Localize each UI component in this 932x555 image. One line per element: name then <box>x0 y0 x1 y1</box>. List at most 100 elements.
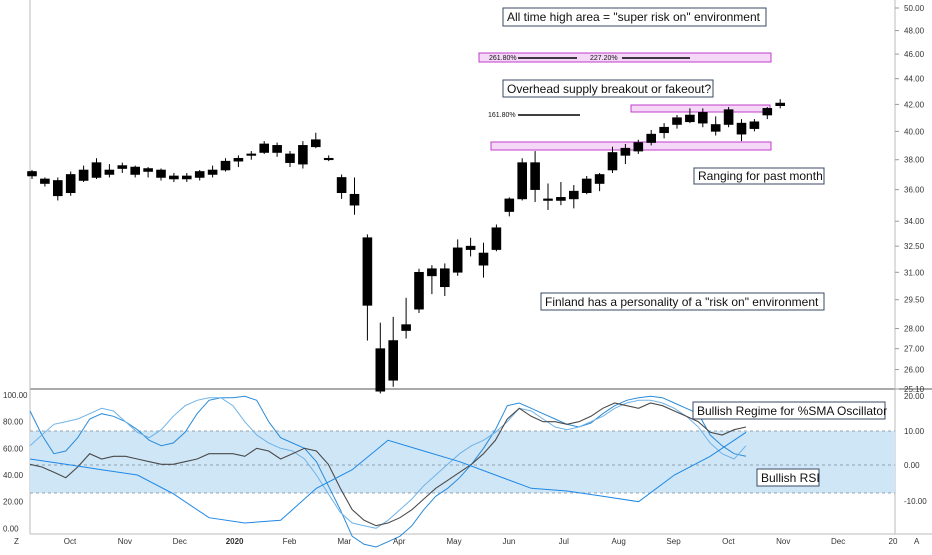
candle-body <box>530 162 540 190</box>
time-axis: Oct Nov Dec 2020 Feb Mar Apr May Jun Jul Aug Sep Oct… <box>64 537 898 546</box>
oscillator-series-2 <box>29 402 747 527</box>
osc-left-tick-label: 80.00 <box>3 418 24 427</box>
resistance-zone <box>630 104 771 113</box>
candle-body <box>182 175 192 180</box>
annotation-ranging-box <box>693 167 825 185</box>
price-tick-label: 32.50 <box>904 242 925 251</box>
candle-body <box>414 271 424 310</box>
annotation-regime: Bullish Regime for %SMA Oscillator <box>697 404 887 418</box>
annotation-ath-box <box>502 7 767 27</box>
price-pane <box>30 0 895 389</box>
annotation-finland-box <box>540 292 825 311</box>
osc-left-tick-label: 100.00 <box>3 391 28 400</box>
price-tick-label: 38.00 <box>904 156 925 165</box>
price-tick-label: 28.00 <box>904 325 925 334</box>
x-tick-label: Jun <box>502 537 515 546</box>
price-tick-label: 26.00 <box>904 366 925 375</box>
candle-body <box>194 171 205 178</box>
candle-body <box>517 162 528 200</box>
candle-body <box>91 162 102 178</box>
candle-body <box>439 268 450 288</box>
annotation-ath: All time high area = "super risk on" env… <box>507 10 761 24</box>
annotation-rsi: Bullish RSI <box>761 471 820 485</box>
candle-body <box>723 109 734 125</box>
candle-body <box>349 193 360 206</box>
candle-body <box>607 152 618 171</box>
candle-body <box>736 122 747 135</box>
candle-body <box>401 324 411 331</box>
price-tick-label: 40.00 <box>904 127 925 136</box>
candle-body <box>710 124 721 132</box>
fib-label-261: 261.80% <box>489 55 517 62</box>
x-tick-label: Mar <box>337 537 351 546</box>
oscillator-left-axis: 0.00 20.00 40.00 60.00 80.00 100.00 <box>3 391 28 533</box>
price-tick-label: 36.00 <box>904 186 925 195</box>
x-tick-label: Nov <box>776 537 790 546</box>
candle-body <box>272 145 282 153</box>
osc-right-tick-label: -10.00 <box>904 497 927 506</box>
candle-body <box>775 102 786 107</box>
candle-body <box>362 237 373 306</box>
price-tick-label: 48.00 <box>904 27 925 36</box>
oscillator-right-axis: -10.00 0.00 10.00 20.00 <box>904 392 927 506</box>
osc-left-tick-label: 60.00 <box>3 444 24 453</box>
candle-body <box>220 160 231 171</box>
oscillator-series-3 <box>29 431 747 524</box>
price-tick-label: 31.00 <box>904 268 925 277</box>
price-y-axis: 25.10 26.00 27.00 28.00 29.50 31.00 32.50 34.00… <box>895 4 925 394</box>
x-tick-label: Dec <box>831 537 845 546</box>
candle-body <box>556 197 566 201</box>
candle-body <box>65 174 76 193</box>
x-tick-label: Dec <box>173 537 187 546</box>
candle-body <box>581 178 592 193</box>
annotation-ranging: Ranging for past month <box>698 169 823 183</box>
candle-body <box>169 175 179 180</box>
osc-right-tick-label: 10.00 <box>904 427 925 436</box>
candle-body <box>104 169 115 175</box>
x-tick-label: Oct <box>64 537 77 546</box>
support-zone <box>490 141 772 151</box>
candle-body <box>633 142 644 152</box>
corner-label-left: Z <box>14 537 19 546</box>
x-tick-label: Apr <box>393 537 406 546</box>
osc-left-tick-label: 40.00 <box>3 471 24 480</box>
candles-layer <box>27 99 786 394</box>
candle-body <box>27 171 37 177</box>
candle-body <box>285 153 295 163</box>
bullish-band <box>30 431 895 493</box>
fib-label-227: 227.20% <box>590 55 618 62</box>
candle-body <box>323 157 334 161</box>
candle-body <box>310 139 321 148</box>
candle-body <box>259 143 270 153</box>
x-tick-label: Aug <box>612 537 626 546</box>
price-tick-label: 46.00 <box>904 50 925 59</box>
x-tick-label: Feb <box>283 537 297 546</box>
annotation-regime-box <box>692 401 886 420</box>
candle-body <box>594 174 605 184</box>
candle-body <box>672 117 682 125</box>
price-tick-label: 44.00 <box>904 75 925 84</box>
price-tick-label: 25.10 <box>904 385 925 394</box>
candle-body <box>388 340 399 381</box>
candle-body <box>504 198 515 212</box>
candle-body <box>491 227 502 250</box>
candle-body <box>762 108 773 116</box>
x-tick-label: 2020 <box>226 537 244 546</box>
price-tick-label: 42.00 <box>904 100 925 109</box>
candle-body <box>478 252 489 266</box>
price-tick-label: 50.00 <box>904 4 925 13</box>
candle-body <box>568 190 579 200</box>
candle-body <box>207 169 218 175</box>
x-tick-label: 20 <box>889 537 898 546</box>
candle-body <box>620 147 631 156</box>
candle-body <box>156 169 166 178</box>
candle-body <box>233 157 244 162</box>
candle-body <box>117 165 128 169</box>
price-tick-label: 27.00 <box>904 345 925 354</box>
candle-body <box>427 268 437 277</box>
candle-body <box>298 145 308 165</box>
x-tick-label: Sep <box>666 537 681 546</box>
osc-right-tick-label: 0.00 <box>904 461 920 470</box>
